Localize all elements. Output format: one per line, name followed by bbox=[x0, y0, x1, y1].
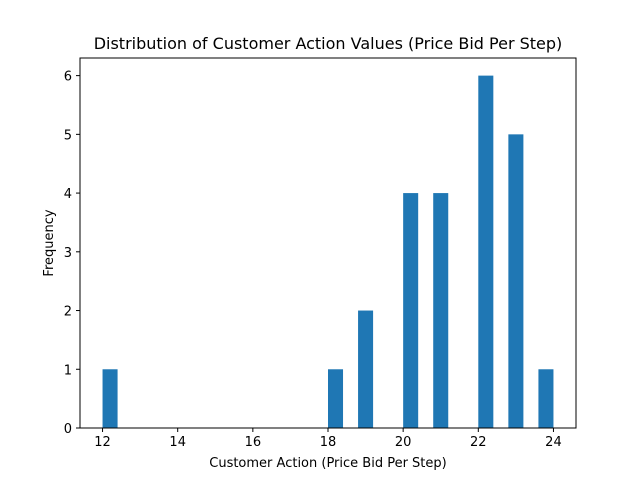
chart-title: Distribution of Customer Action Values (… bbox=[94, 34, 563, 53]
x-axis-label: Customer Action (Price Bid Per Step) bbox=[209, 456, 446, 471]
y-axis-ticks: 0 1 2 3 4 5 6 bbox=[64, 70, 80, 437]
bar-4 bbox=[433, 193, 449, 428]
y-tick-label: 5 bbox=[64, 128, 72, 143]
y-tick-label: 2 bbox=[64, 305, 72, 320]
y-tick-label: 0 bbox=[64, 422, 72, 437]
x-axis-ticks: 12 14 16 18 20 22 24 bbox=[94, 428, 562, 450]
y-tick-label: 6 bbox=[64, 70, 72, 85]
bar-0 bbox=[102, 369, 118, 428]
x-tick-label: 22 bbox=[470, 435, 487, 450]
x-tick-label: 12 bbox=[94, 435, 111, 450]
bars-group bbox=[102, 75, 554, 428]
bar-5 bbox=[478, 75, 494, 428]
bar-1 bbox=[328, 369, 344, 428]
x-tick-label: 14 bbox=[169, 435, 186, 450]
x-tick-label: 18 bbox=[320, 435, 337, 450]
x-tick-label: 16 bbox=[245, 435, 262, 450]
bar-6 bbox=[508, 134, 524, 428]
x-tick-label: 24 bbox=[545, 435, 562, 450]
y-tick-label: 1 bbox=[64, 363, 72, 378]
bar-2 bbox=[358, 310, 374, 428]
y-axis-label: Frequency bbox=[42, 209, 57, 276]
x-tick-label: 20 bbox=[395, 435, 412, 450]
bar-3 bbox=[403, 193, 419, 428]
y-tick-label: 3 bbox=[64, 246, 72, 261]
y-tick-label: 4 bbox=[64, 187, 72, 202]
bar-7 bbox=[538, 369, 554, 428]
